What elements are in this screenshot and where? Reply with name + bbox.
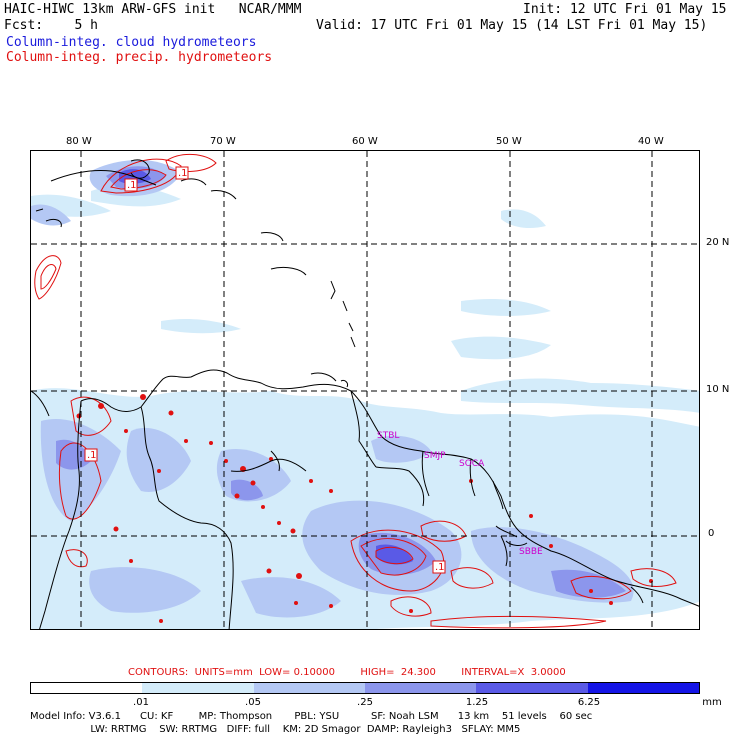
- color-bar: [30, 682, 700, 694]
- color-bar-tick: .25: [357, 697, 373, 708]
- forecast-hour: Fcst: 5 h: [4, 18, 98, 33]
- map-svg: [31, 151, 699, 629]
- color-bar-tick: 1.25: [465, 697, 489, 708]
- plot-title: HAIC-HIWC 13km ARW-GFS init NCAR/MMM: [4, 2, 302, 17]
- precip-cells: [76, 394, 653, 623]
- site-label-soca: SOCA: [459, 459, 485, 469]
- lat-label-10n: 10 N: [706, 384, 730, 395]
- lon-label-70w: 70 W: [210, 136, 236, 147]
- init-time: Init: 12 UTC Fri 01 May 15: [523, 2, 727, 17]
- color-bar-tick: .01: [133, 697, 149, 708]
- map-panel: .1 .1 .1 .1 STBL SMJP SOCA SBBE: [30, 150, 700, 630]
- color-bar-tick: 6.25: [577, 697, 601, 708]
- color-bar-bin: [476, 683, 588, 693]
- coastlines: [31, 159, 699, 629]
- color-bar-units: mm: [702, 697, 722, 708]
- site-label-stbl: STBL: [377, 431, 400, 441]
- valid-time: Valid: 17 UTC Fri 01 May 15 (14 LST Fri …: [316, 18, 708, 33]
- contour-label: .1: [435, 562, 445, 573]
- color-bar-bin: [364, 683, 477, 693]
- contour-label: .1: [127, 180, 137, 191]
- model-info-line-1: Model Info: V3.6.1 CU: KF MP: Thompson P…: [30, 711, 593, 722]
- lon-label-50w: 50 W: [496, 136, 522, 147]
- lon-label-60w: 60 W: [352, 136, 378, 147]
- color-bar-tick: .05: [245, 697, 261, 708]
- contour-label: .1: [87, 450, 97, 461]
- site-label-smjp: SMJP: [424, 451, 446, 461]
- field-cloud-label: Column-integ. cloud hydrometeors: [6, 35, 257, 50]
- color-bar-bin: [142, 683, 254, 693]
- color-bar-bin: [31, 683, 143, 693]
- site-label-sbbe: SBBE: [519, 547, 543, 557]
- lat-label-0: 0: [708, 528, 715, 539]
- lat-lon-grid: [31, 151, 699, 629]
- contour-label: .1: [178, 168, 188, 179]
- contour-label-boxes: [84, 166, 446, 574]
- field-precip-label: Column-integ. precip. hydrometeors: [6, 50, 273, 65]
- color-bar-bin: [587, 683, 699, 693]
- model-info-line-2: LW: RRTMG SW: RRTMG DIFF: full KM: 2D Sm…: [30, 724, 521, 735]
- lat-label-20n: 20 N: [706, 237, 730, 248]
- lon-label-80w: 80 W: [66, 136, 92, 147]
- contour-info: CONTOURS: UNITS=mm LOW= 0.10000 HIGH= 24…: [128, 667, 566, 678]
- color-bar-bin: [253, 683, 365, 693]
- lon-label-40w: 40 W: [638, 136, 664, 147]
